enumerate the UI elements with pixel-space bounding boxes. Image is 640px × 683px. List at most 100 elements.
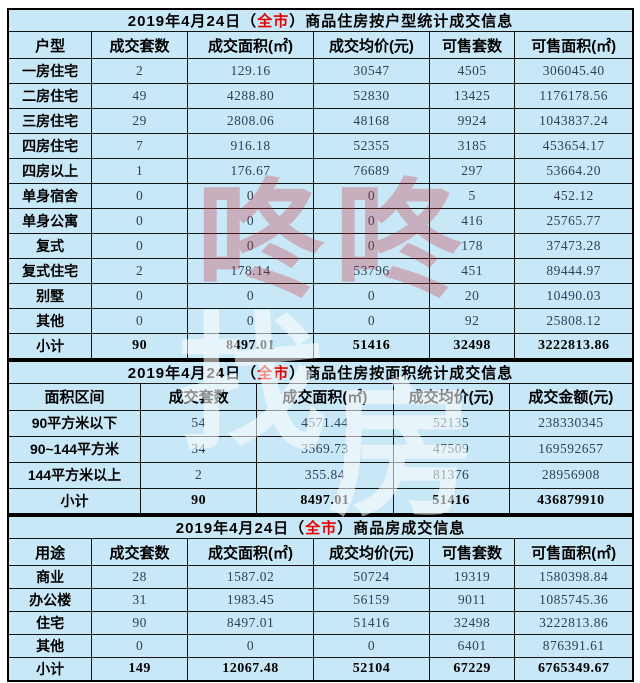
column-header: 可售套数	[428, 31, 516, 59]
row-label: 复式住宅	[7, 258, 93, 284]
table-housing-by-area: 2019年4月24日（全市）商品住房按面积统计成交信息 面积区间 成交套数 成交面积(…	[7, 359, 634, 515]
row-label: 小计	[7, 487, 141, 515]
table-header-row: 面积区间 成交套数 成交面积(㎡) 成交均价(元) 成交金额(元)	[7, 382, 634, 411]
column-header: 可售套数	[428, 538, 516, 566]
data-cell: 169592657	[508, 435, 634, 463]
data-cell: 19319	[428, 565, 516, 589]
data-cell: 52830	[313, 83, 430, 109]
data-cell: 916.18	[186, 133, 315, 159]
data-cell: 47509	[392, 435, 510, 463]
table-row: 三房住宅 29 2808.06 48168 9924 1043837.24	[7, 108, 634, 134]
data-cell: 32498	[428, 611, 516, 635]
data-cell: 0	[186, 308, 315, 334]
table-commodity-housing: 2019年4月24日（全市）商品房成交信息 用途 成交套数 成交面积(㎡) 成交均价(元…	[7, 515, 634, 682]
data-cell: 67229	[428, 657, 516, 681]
column-header: 可售面积(㎡)	[514, 31, 634, 59]
table-row: 144平方米以上 2 355.84 81376 28956908	[7, 461, 634, 489]
data-cell: 90	[91, 611, 188, 635]
table-title-suffix: ）商品房成交信息	[337, 520, 466, 537]
table-title-highlight: 全市	[257, 364, 290, 382]
table-row: 单身公寓 0 0 0 416 25765.77	[7, 208, 634, 234]
table-title-highlight: 全市	[305, 520, 338, 537]
table-row: 一房住宅 2 129.16 30547 4505 306045.40	[7, 58, 634, 84]
table-total-row: 小计 149 12067.48 52104 67229 6765349.67	[7, 657, 634, 681]
column-header: 成交均价(元)	[313, 31, 430, 59]
data-cell: 0	[186, 183, 315, 209]
column-header: 成交套数	[91, 31, 188, 59]
data-cell: 2	[91, 58, 188, 84]
data-cell: 1580398.84	[514, 565, 634, 589]
data-cell: 0	[313, 233, 430, 259]
data-cell: 51416	[313, 611, 430, 635]
data-cell: 30547	[313, 58, 430, 84]
data-cell: 52104	[313, 657, 430, 681]
table-title: 2019年4月24日（全市）商品住房按户型统计成交信息	[7, 8, 634, 32]
data-cell: 0	[313, 183, 430, 209]
data-cell: 0	[313, 634, 430, 658]
data-cell: 6765349.67	[514, 657, 634, 681]
data-cell: 56159	[313, 588, 430, 612]
data-cell: 3222813.86	[514, 611, 634, 635]
table-title-suffix: ）商品住房按户型统计成交信息	[289, 13, 514, 30]
data-cell: 92	[428, 308, 516, 334]
data-cell: 306045.40	[514, 58, 634, 84]
data-cell: 129.16	[186, 58, 315, 84]
column-header: 成交套数	[91, 538, 188, 566]
row-label: 其他	[7, 634, 93, 658]
column-header: 成交金额(元)	[508, 382, 634, 411]
data-cell: 20	[428, 283, 516, 309]
row-label: 住宅	[7, 611, 93, 635]
data-cell: 0	[91, 233, 188, 259]
data-cell: 0	[186, 283, 315, 309]
data-cell: 25808.12	[514, 308, 634, 334]
data-cell: 0	[91, 208, 188, 234]
row-label: 复式	[7, 233, 93, 259]
data-cell: 10490.03	[514, 283, 634, 309]
table-row: 复式 0 0 0 178 37473.28	[7, 233, 634, 259]
row-label: 一房住宅	[7, 58, 93, 84]
data-cell: 238330345	[508, 409, 634, 437]
data-cell: 178.14	[186, 258, 315, 284]
data-cell: 3569.73	[256, 435, 394, 463]
data-cell: 0	[91, 634, 188, 658]
table-housing-by-unit-type: 2019年4月24日（全市）商品住房按户型统计成交信息 户型 成交套数 成交面积(㎡)…	[7, 8, 634, 360]
column-header: 成交套数	[139, 382, 258, 411]
data-cell: 0	[91, 283, 188, 309]
data-cell: 1176178.56	[514, 83, 634, 109]
row-label: 办公楼	[7, 588, 93, 612]
data-cell: 76689	[313, 158, 430, 184]
table-row: 办公楼 31 1983.45 56159 9011 1085745.36	[7, 588, 634, 612]
table-row: 住宅 90 8497.01 51416 32498 3222813.86	[7, 611, 634, 635]
row-label: 三房住宅	[7, 108, 93, 134]
data-cell: 4571.44	[256, 409, 394, 437]
column-header: 成交均价(元)	[313, 538, 430, 566]
table-header-row: 户型 成交套数 成交面积(㎡) 成交均价(元) 可售套数 可售面积(㎡)	[7, 31, 634, 59]
table-title-prefix: 2019年4月24日（	[175, 520, 306, 537]
column-header: 成交面积(㎡)	[186, 31, 315, 59]
column-header: 成交面积(㎡)	[186, 538, 315, 566]
data-cell: 0	[186, 634, 315, 658]
data-cell: 355.84	[256, 461, 394, 489]
table-row: 复式住宅 2 178.14 53796 451 89444.97	[7, 258, 634, 284]
row-label: 90平方米以下	[7, 409, 141, 437]
data-cell: 2	[91, 258, 188, 284]
data-cell: 0	[186, 233, 315, 259]
column-header: 用途	[7, 538, 93, 566]
row-label: 二房住宅	[7, 83, 93, 109]
data-cell: 4505	[428, 58, 516, 84]
table-total-row: 小计 90 8497.01 51416 436879910	[7, 487, 634, 515]
data-cell: 436879910	[508, 487, 634, 515]
row-label: 单身公寓	[7, 208, 93, 234]
data-cell: 89444.97	[514, 258, 634, 284]
data-cell: 7	[91, 133, 188, 159]
data-cell: 149	[91, 657, 188, 681]
data-cell: 6401	[428, 634, 516, 658]
data-cell: 28	[91, 565, 188, 589]
row-label: 90~144平方米	[7, 435, 141, 463]
data-cell: 297	[428, 158, 516, 184]
stats-tables-container: 2019年4月24日（全市）商品住房按户型统计成交信息 户型 成交套数 成交面积(㎡)…	[7, 8, 634, 682]
table-title-suffix: ）商品住房按面积统计成交信息	[289, 364, 514, 382]
table-title-row: 2019年4月24日（全市）商品房成交信息	[7, 515, 634, 539]
data-cell: 12067.48	[186, 657, 315, 681]
data-cell: 54	[139, 409, 258, 437]
